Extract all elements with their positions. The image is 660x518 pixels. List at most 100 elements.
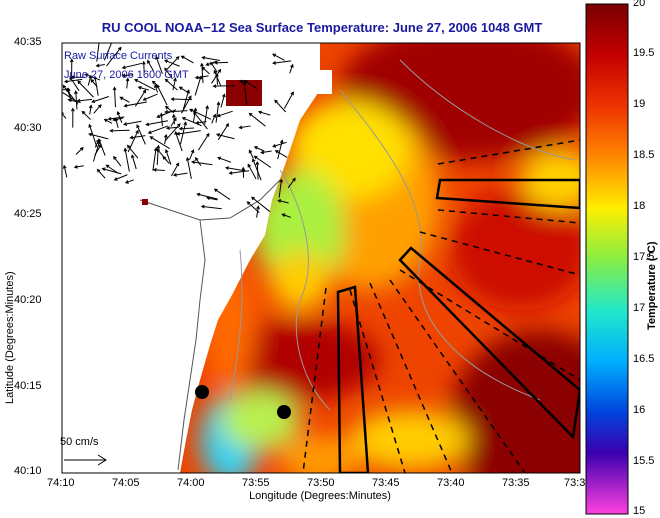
x-tick: 73:40 (437, 477, 465, 489)
current-vector (189, 108, 212, 120)
sst-field (62, 43, 580, 473)
current-vector (84, 73, 101, 81)
current-vector (69, 76, 80, 92)
current-vector (154, 83, 159, 93)
current-vector (289, 63, 294, 74)
colorbar-tick: 20 (633, 0, 646, 9)
current-vector (112, 86, 117, 108)
current-vector (172, 77, 177, 91)
current-vector (170, 162, 180, 177)
current-vector (76, 98, 92, 103)
current-vector (63, 78, 83, 84)
x-tick: 74:00 (177, 477, 205, 489)
current-vector (228, 170, 250, 175)
survey-dashed-lines (302, 139, 580, 473)
current-vector (217, 123, 229, 141)
current-vector (145, 120, 169, 127)
x-tick: 74:10 (47, 477, 75, 489)
current-vector (123, 147, 130, 172)
scale-arrow (64, 454, 107, 466)
current-vector (194, 75, 203, 96)
current-vector (75, 146, 84, 155)
current-vector (137, 85, 150, 91)
current-vector (210, 61, 218, 73)
current-vector (253, 146, 265, 152)
current-vector (164, 105, 175, 114)
current-vector (205, 60, 217, 66)
current-vector (131, 154, 137, 170)
current-vector (77, 80, 94, 98)
colorbar-tick: 17.5 (633, 251, 655, 263)
current-vector (93, 75, 99, 96)
current-vector (103, 118, 113, 124)
survey-boxes (336, 178, 580, 473)
y-tick: 40:30 (14, 122, 42, 134)
surface-current-vectors (62, 43, 296, 218)
current-vector (164, 109, 188, 114)
current-vector (121, 62, 143, 70)
current-vector (182, 89, 190, 110)
current-vector (253, 155, 272, 168)
current-vector (212, 84, 235, 88)
current-vector (251, 196, 271, 213)
current-vector (272, 53, 285, 61)
current-vector (149, 136, 171, 150)
colorbar-tick: 16.5 (633, 353, 655, 365)
current-vector (256, 205, 260, 218)
current-vector (246, 201, 260, 213)
current-vector (95, 63, 105, 68)
y-tick: 40:15 (14, 380, 42, 392)
current-vector (213, 188, 231, 200)
current-vector (107, 116, 125, 121)
current-vector (134, 79, 156, 91)
current-vector (112, 117, 124, 122)
plot-frame (61, 42, 581, 474)
current-vector (181, 117, 202, 127)
current-vector (164, 148, 172, 165)
current-vector (170, 97, 192, 101)
current-vector (103, 43, 113, 61)
x-tick: 73:55 (242, 477, 270, 489)
current-vector (163, 133, 168, 145)
y-axis-label: Latitude (Degrees:Minutes) (4, 271, 16, 404)
current-vector (257, 110, 271, 116)
current-vector (283, 91, 294, 109)
current-vector (238, 125, 251, 130)
x-tick: 73:35 (502, 477, 530, 489)
current-vector (272, 60, 292, 65)
current-vector (96, 168, 106, 179)
current-vector (197, 132, 210, 151)
colorbar-label: Temperature (°C) (646, 241, 658, 330)
current-vector (242, 81, 248, 105)
current-vector (166, 55, 180, 70)
colorbar-tick: 15 (633, 505, 646, 517)
scale-label: 50 cm/s (60, 436, 99, 448)
current-vector (178, 126, 195, 131)
current-vector (191, 160, 213, 166)
overlay-label-2: June 27, 2006 1600 GMT (64, 69, 189, 81)
current-vector (211, 113, 217, 124)
current-vector (195, 120, 207, 125)
current-vector (248, 149, 254, 159)
current-vector (274, 150, 288, 158)
current-vector (92, 140, 101, 162)
current-vector (164, 67, 173, 80)
current-vector (121, 73, 134, 78)
y-tick: 40:10 (14, 465, 42, 477)
current-vector (67, 98, 81, 104)
current-vector (278, 178, 283, 198)
overlay-label-1: Raw Surface Currents (64, 50, 173, 62)
current-vector (105, 164, 119, 174)
current-vector (70, 107, 75, 128)
current-vector (156, 109, 177, 119)
current-vector (274, 99, 287, 113)
x-tick: 73:45 (372, 477, 400, 489)
current-vector (217, 156, 232, 163)
current-vector (62, 91, 78, 103)
current-vector (277, 199, 289, 204)
y-tick: 40:25 (14, 208, 42, 220)
current-vector (164, 78, 178, 91)
current-vector (179, 121, 187, 145)
current-vector (172, 172, 188, 177)
